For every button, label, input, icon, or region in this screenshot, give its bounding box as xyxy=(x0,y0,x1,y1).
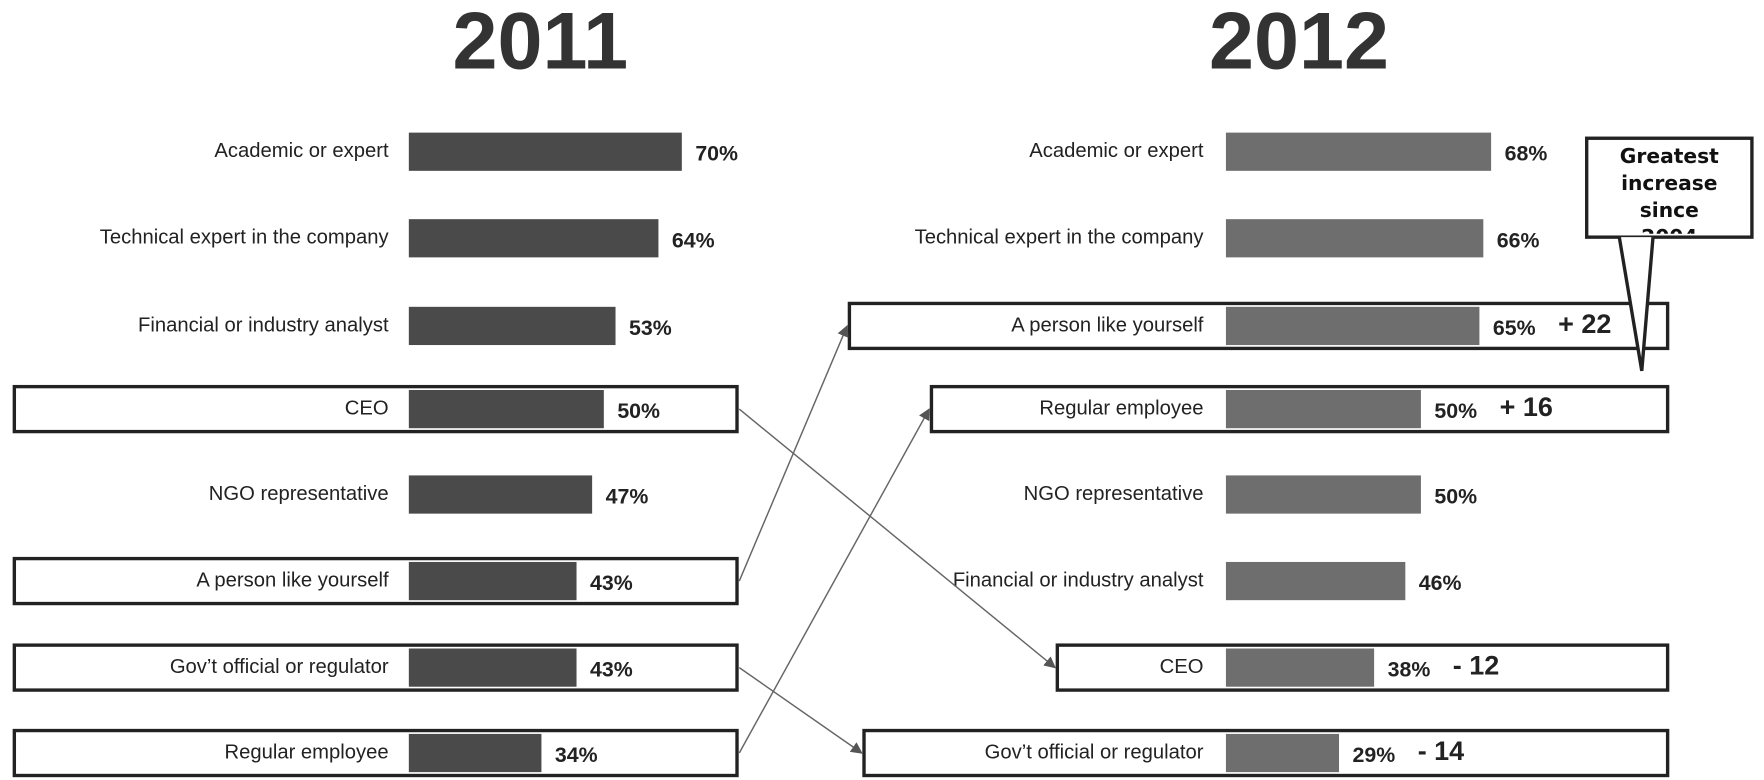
category-label: Financial or industry analyst xyxy=(953,569,1204,591)
change-label: + 22 xyxy=(1558,309,1611,339)
callout: Greatest increase since 2004 xyxy=(1619,144,1719,234)
change-label: - 14 xyxy=(1418,736,1464,766)
highlight-box xyxy=(12,728,739,778)
callout-text: Greatest increase since 2004 xyxy=(1619,144,1719,234)
category-label: CEO xyxy=(345,397,389,419)
category-label: Technical expert in the company xyxy=(100,227,390,249)
value-label: 43% xyxy=(590,658,633,682)
category-label: A person like yourself xyxy=(1011,314,1204,336)
value-label: 29% xyxy=(1353,743,1396,767)
value-label: 50% xyxy=(617,399,660,423)
value-label: 46% xyxy=(1419,571,1462,595)
value-label: 34% xyxy=(555,743,598,767)
bar xyxy=(1225,475,1421,514)
change-label: + 16 xyxy=(1500,392,1553,422)
callout-pointer xyxy=(1617,236,1655,372)
bar xyxy=(408,561,577,601)
value-label: 66% xyxy=(1497,228,1540,252)
bar xyxy=(1225,390,1421,429)
category-label: Gov’t official or regulator xyxy=(170,656,389,678)
value-label: 70% xyxy=(695,142,738,166)
chart-title: 2012 xyxy=(1209,0,1389,87)
bar xyxy=(1225,219,1484,258)
bar xyxy=(408,648,577,687)
value-label: 50% xyxy=(1434,485,1477,509)
connector-arrow xyxy=(738,408,1056,669)
highlight-box xyxy=(12,556,739,606)
category-label: NGO representative xyxy=(209,483,389,505)
bar xyxy=(408,306,616,346)
bar xyxy=(1225,561,1406,601)
callout-box xyxy=(1585,136,1754,239)
highlight-box xyxy=(12,643,739,692)
category-label: A person like yourself xyxy=(196,569,389,591)
bar xyxy=(408,219,659,258)
category-label: Regular employee xyxy=(1039,397,1203,419)
bar xyxy=(408,132,682,171)
bar xyxy=(1225,648,1375,687)
bar xyxy=(1225,306,1480,346)
category-label: Regular employee xyxy=(225,741,389,763)
bar xyxy=(408,390,604,429)
bar xyxy=(1225,733,1340,773)
change-label: - 12 xyxy=(1453,651,1499,681)
connector-arrow xyxy=(738,324,849,582)
value-label: 65% xyxy=(1493,316,1536,340)
chart-title: 2011 xyxy=(453,0,629,87)
category-label: NGO representative xyxy=(1024,483,1204,505)
bar xyxy=(408,733,542,773)
connector-arrow xyxy=(738,408,930,754)
category-label: CEO xyxy=(1160,656,1204,678)
connector-arrow xyxy=(738,667,863,754)
value-label: 53% xyxy=(629,316,672,340)
value-label: 38% xyxy=(1388,658,1431,682)
value-label: 68% xyxy=(1505,142,1548,166)
category-label: Academic or expert xyxy=(214,140,389,162)
category-label: Financial or industry analyst xyxy=(138,314,389,336)
value-label: 47% xyxy=(606,485,649,509)
category-label: Gov’t official or regulator xyxy=(985,741,1204,763)
highlight-box xyxy=(12,384,739,434)
category-label: Technical expert in the company xyxy=(915,227,1205,249)
bar xyxy=(1225,132,1492,171)
bar xyxy=(408,475,593,514)
category-label: Academic or expert xyxy=(1029,140,1204,162)
value-label: 50% xyxy=(1434,399,1477,423)
value-label: 64% xyxy=(672,228,715,252)
value-label: 43% xyxy=(590,571,633,595)
